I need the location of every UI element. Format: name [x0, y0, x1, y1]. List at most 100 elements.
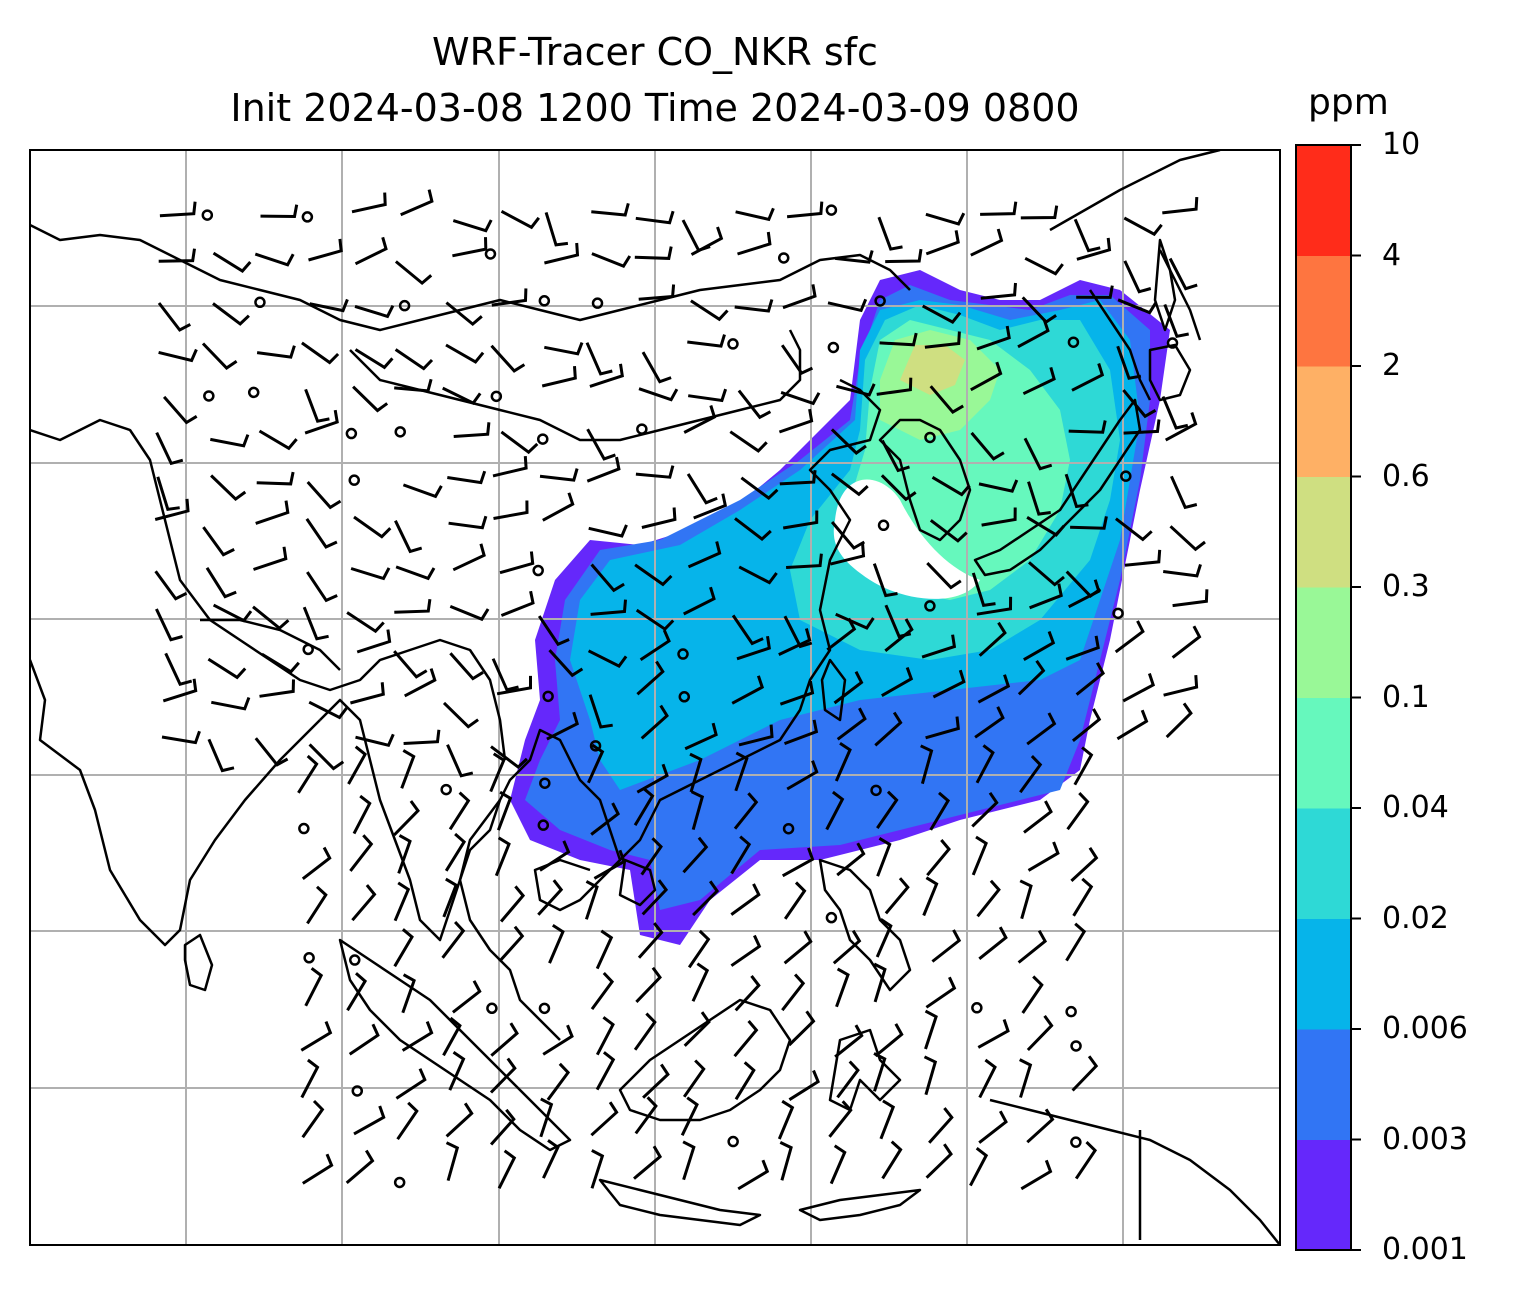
- coastline-sri-lanka: [183, 933, 214, 992]
- wind-barb: [1076, 237, 1112, 261]
- wind-barb: [730, 883, 761, 916]
- wind-barb: [306, 885, 328, 925]
- wind-barb: [828, 1100, 853, 1138]
- calm-wind-marker: [203, 390, 215, 402]
- calm-wind-marker: [490, 390, 503, 403]
- calm-wind-marker: [348, 474, 360, 486]
- wind-barb: [541, 366, 577, 388]
- wind-barb: [786, 760, 819, 791]
- wind-barb: [926, 839, 951, 877]
- wind-barb: [590, 971, 615, 1010]
- calm-wind-marker: [542, 690, 554, 703]
- wind-barb: [207, 738, 235, 773]
- wind-barb: [877, 216, 903, 251]
- wind-barb: [977, 1019, 1010, 1049]
- wind-barb: [1124, 549, 1162, 567]
- calm-wind-marker: [591, 297, 604, 309]
- wind-barb: [641, 879, 669, 916]
- coastline-borneo: [618, 998, 792, 1122]
- calm-wind-marker: [1166, 337, 1179, 349]
- wind-barb: [490, 745, 528, 770]
- wind-barb: [453, 422, 491, 438]
- wind-barb: [256, 345, 296, 359]
- wind-barb: [302, 606, 329, 641]
- wind-barb: [738, 724, 774, 747]
- wind-barb: [1019, 1058, 1033, 1098]
- calm-wind-marker: [1112, 607, 1124, 620]
- calm-wind-marker: [301, 211, 314, 223]
- wind-barb: [977, 674, 1011, 704]
- wind-barb: [542, 492, 575, 522]
- wind-barb: [734, 974, 761, 1012]
- wind-barb: [777, 1099, 795, 1140]
- border-west: [30, 418, 507, 761]
- wind-barb: [394, 520, 423, 554]
- calm-wind-marker: [539, 777, 551, 789]
- tracer-hole: [833, 479, 980, 599]
- colorbar: [1295, 144, 1361, 1251]
- calm-wind-marker: [201, 209, 214, 221]
- wind-barb: [635, 608, 675, 632]
- wind-barb: [783, 881, 807, 920]
- wind-barb: [155, 608, 183, 642]
- wind-barb: [156, 476, 180, 511]
- wind-barb: [394, 348, 434, 371]
- wind-barb: [925, 1143, 953, 1179]
- wind-barb: [542, 1024, 574, 1056]
- wind-barb: [252, 605, 290, 631]
- wind-barb: [734, 299, 774, 313]
- wind-barb: [634, 246, 673, 260]
- wind-barb: [354, 236, 388, 266]
- colorbar-segment: [1296, 1139, 1351, 1251]
- calm-wind-marker: [398, 299, 411, 312]
- calm-wind-marker: [298, 822, 310, 835]
- wind-barb: [971, 791, 999, 828]
- wind-barb: [261, 652, 300, 674]
- wind-barb: [306, 481, 342, 510]
- wind-barb: [544, 211, 569, 247]
- wind-barb: [637, 922, 664, 959]
- wind-barb: [926, 562, 962, 590]
- wind-barb: [1073, 746, 1094, 786]
- wind-barb: [403, 729, 441, 745]
- wind-barb: [400, 189, 434, 217]
- wind-barb: [640, 704, 669, 740]
- colorbar-tick-label: 0.001: [1382, 1232, 1468, 1267]
- wind-barb: [353, 1105, 386, 1136]
- wind-barb: [447, 470, 487, 485]
- calm-wind-marker: [538, 295, 551, 307]
- wind-barb: [1117, 298, 1158, 315]
- coastline-sumatra: [338, 938, 572, 1152]
- wind-barb: [730, 835, 752, 875]
- wind-barb: [1074, 1141, 1098, 1180]
- wind-barb: [923, 1055, 938, 1096]
- coastline-japan-honshu: [973, 398, 1142, 577]
- calm-wind-marker: [302, 643, 314, 656]
- wind-barb: [491, 658, 519, 692]
- wind-barb: [590, 802, 621, 836]
- wind-barb: [636, 763, 669, 794]
- wind-barb: [500, 590, 535, 617]
- wind-barb: [931, 929, 962, 963]
- wind-barb: [1028, 561, 1065, 587]
- wind-barb: [1023, 800, 1053, 834]
- wind-barb: [304, 967, 324, 1007]
- wind-barb: [737, 1159, 770, 1191]
- wind-barb: [356, 629, 392, 654]
- wind-barb: [740, 476, 779, 501]
- wind-barb: [683, 586, 716, 616]
- wind-barb: [836, 707, 867, 741]
- calm-wind-marker: [393, 1176, 406, 1189]
- wind-barb: [1027, 481, 1051, 516]
- calm-wind-marker: [532, 564, 544, 577]
- wind-barb: [975, 744, 995, 784]
- wind-barb: [1023, 437, 1053, 471]
- wind-barb: [449, 652, 484, 681]
- wind-barb: [585, 342, 613, 376]
- wind-barb: [539, 468, 579, 482]
- wind-barb: [873, 1052, 887, 1092]
- wind-barb: [976, 879, 1001, 918]
- wind-barb: [590, 599, 627, 616]
- wind-barb: [1071, 363, 1105, 392]
